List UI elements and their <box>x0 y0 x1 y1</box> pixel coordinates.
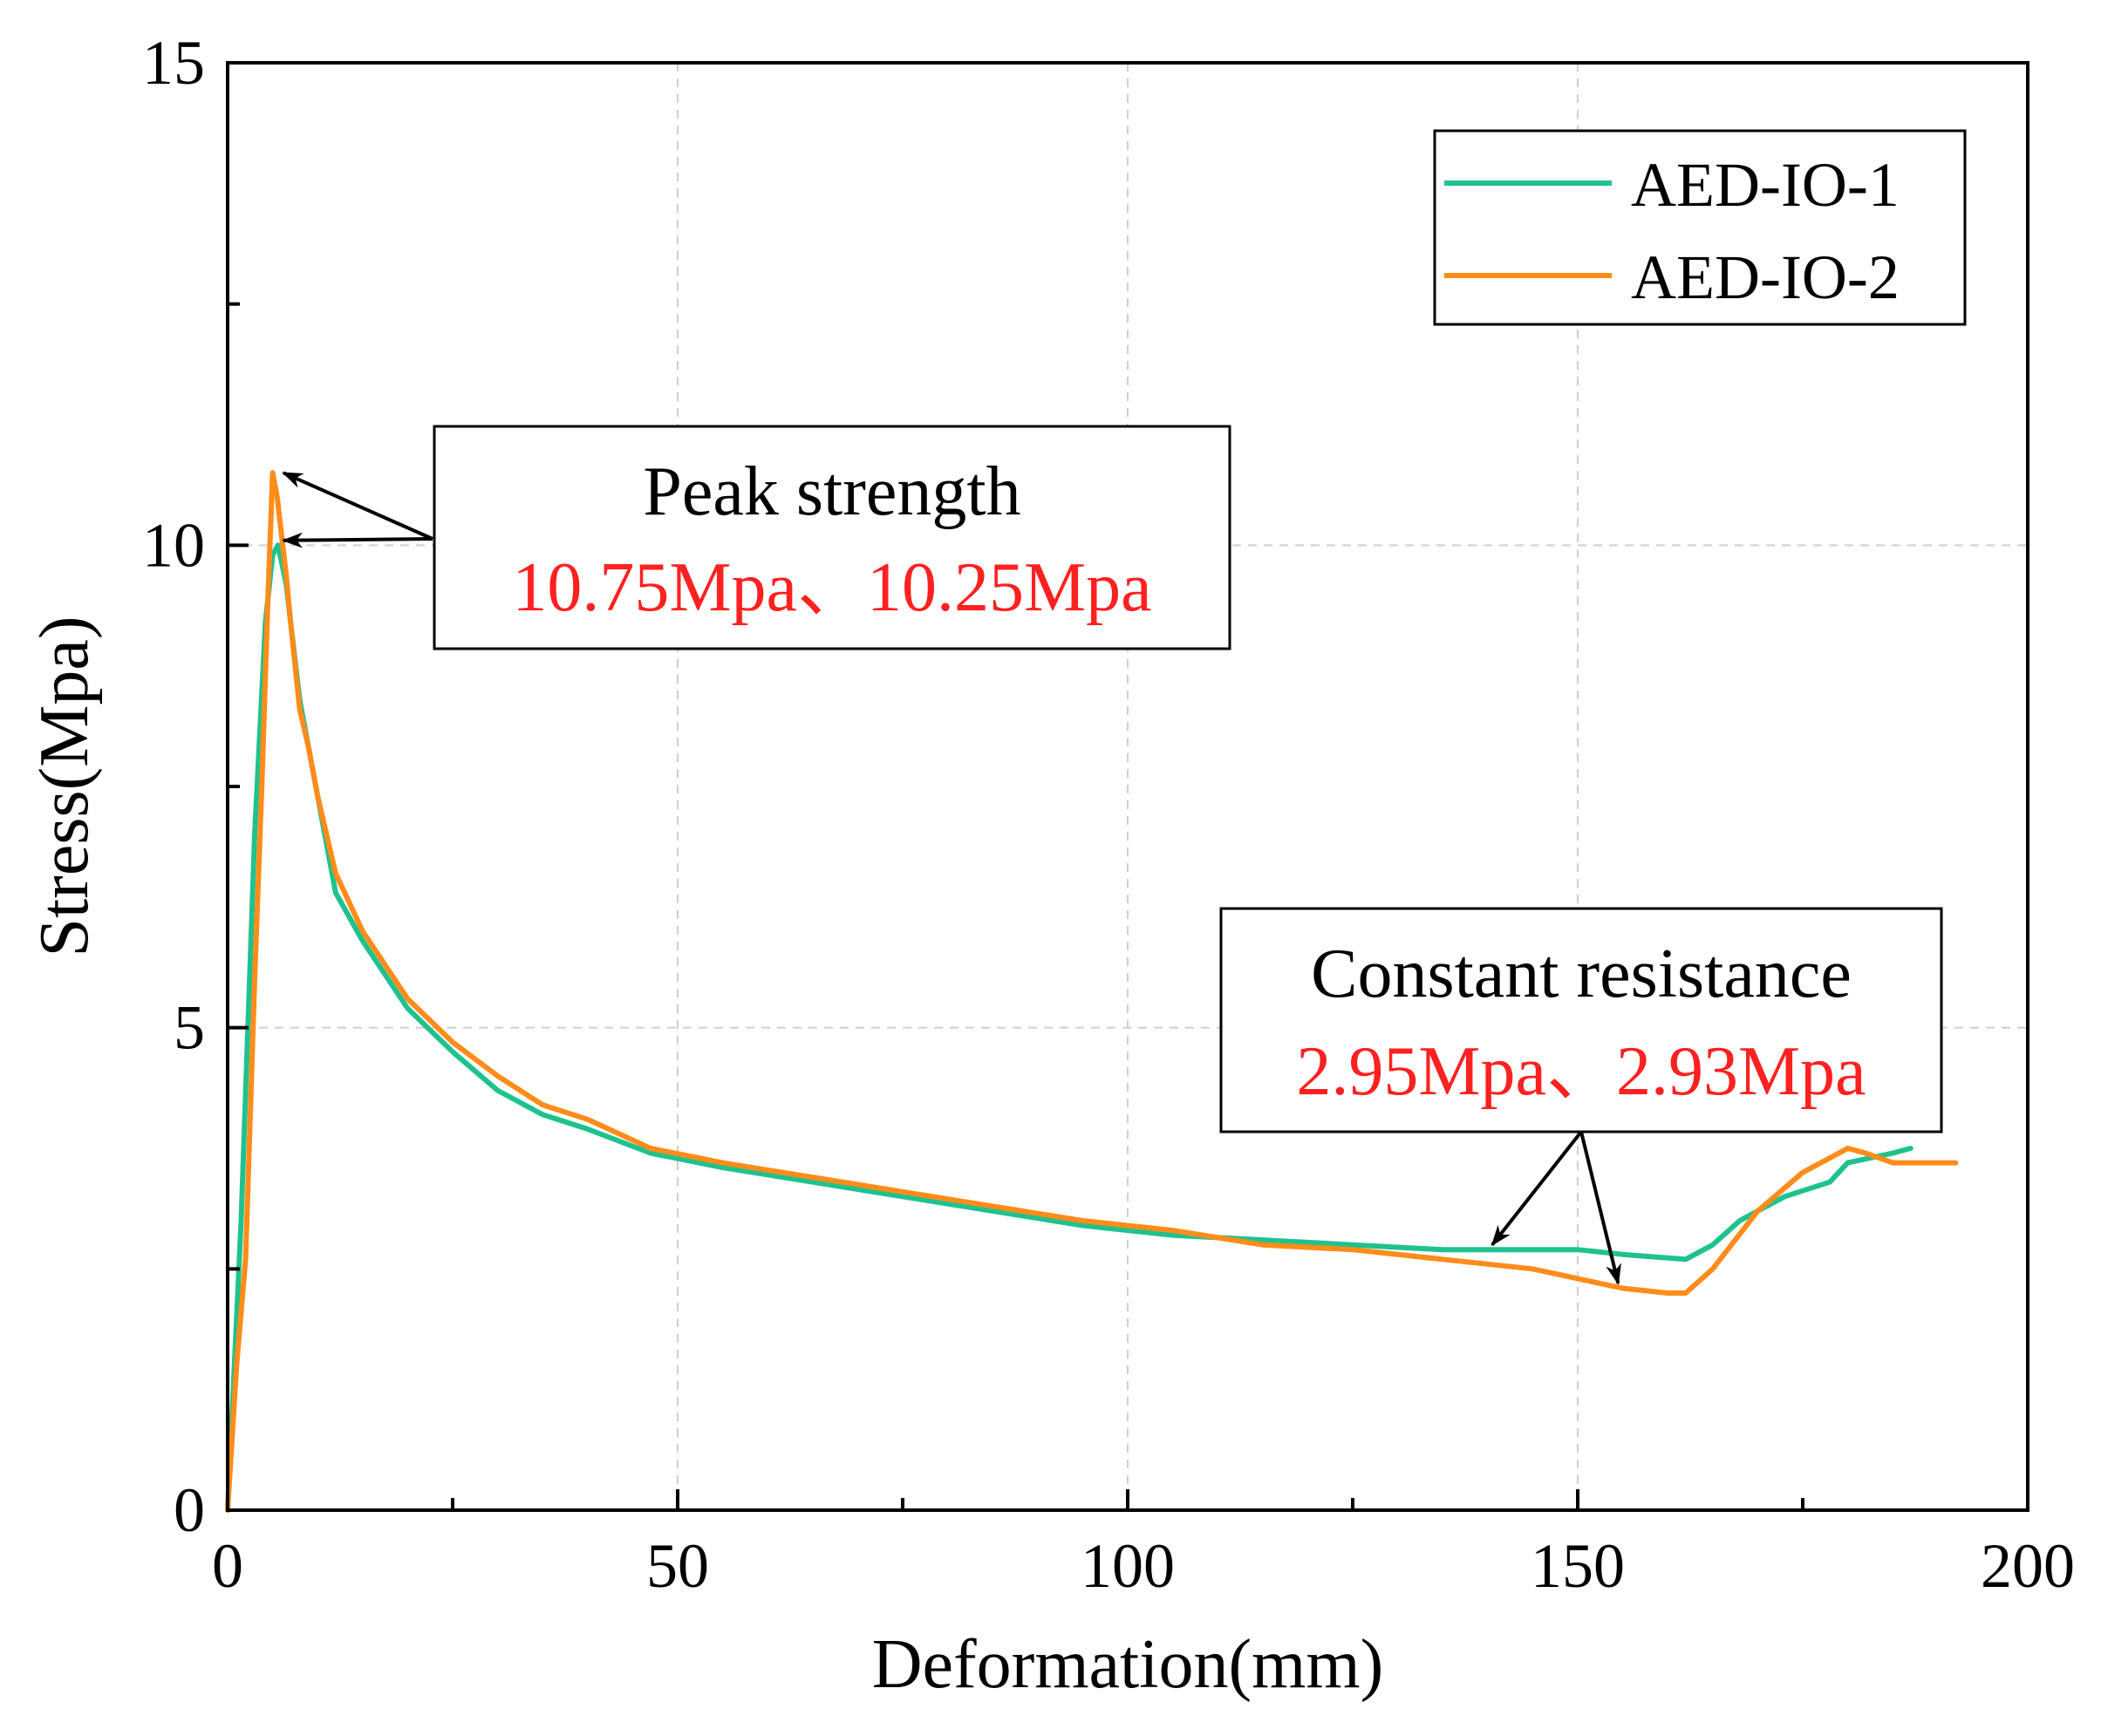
constant-resistance-values: 2.95Mpa、2.93Mpa <box>1296 1033 1866 1110</box>
peak-strength-arrow-1 <box>282 471 433 541</box>
series-lines <box>225 470 1959 1513</box>
legend: AED-IO-1 AED-IO-2 <box>1433 129 1967 326</box>
y-tick-label-5: 5 <box>174 993 205 1063</box>
y-tick-label-0: 0 <box>174 1475 205 1545</box>
y-axis-label: Stress(Mpa) <box>26 616 103 957</box>
constant-resistance-arrow-2 <box>1579 1131 1621 1285</box>
x-axis-label: Deformation(mm) <box>872 1626 1383 1703</box>
x-tick-label-50: 50 <box>646 1531 709 1601</box>
series-line-aed-io-2 <box>225 470 1959 1513</box>
peak-strength-arrow-2 <box>282 532 433 548</box>
peak-strength-box <box>433 425 1231 650</box>
x-tick-label-150: 150 <box>1531 1531 1625 1601</box>
peak-strength-annotation: Peak strength 10.75Mpa、10.25Mpa <box>282 425 1231 650</box>
constant-resistance-annotation: Constant resistance 2.95Mpa、2.93Mpa <box>1219 907 1943 1285</box>
x-tick-label-200: 200 <box>1981 1531 2075 1601</box>
axis-ticks <box>226 61 2029 1512</box>
legend-box <box>1433 129 1967 326</box>
x-tick-label-100: 100 <box>1081 1531 1175 1601</box>
constant-resistance-box <box>1219 907 1943 1134</box>
peak-strength-title: Peak strength <box>643 453 1020 530</box>
x-tick-label-0: 0 <box>212 1531 243 1601</box>
peak-strength-values: 10.75Mpa、10.25Mpa <box>512 549 1151 626</box>
y-tick-label-10: 10 <box>142 510 205 580</box>
constant-resistance-title: Constant resistance <box>1311 936 1852 1012</box>
legend-label-aed-io-2: AED-IO-2 <box>1631 242 1900 312</box>
legend-label-aed-io-1: AED-IO-1 <box>1631 150 1900 220</box>
tick-labels: 0 50 100 150 200 0 5 10 15 <box>142 28 2075 1601</box>
y-tick-label-15: 15 <box>142 28 205 98</box>
constant-resistance-arrow-1 <box>1490 1130 1583 1247</box>
